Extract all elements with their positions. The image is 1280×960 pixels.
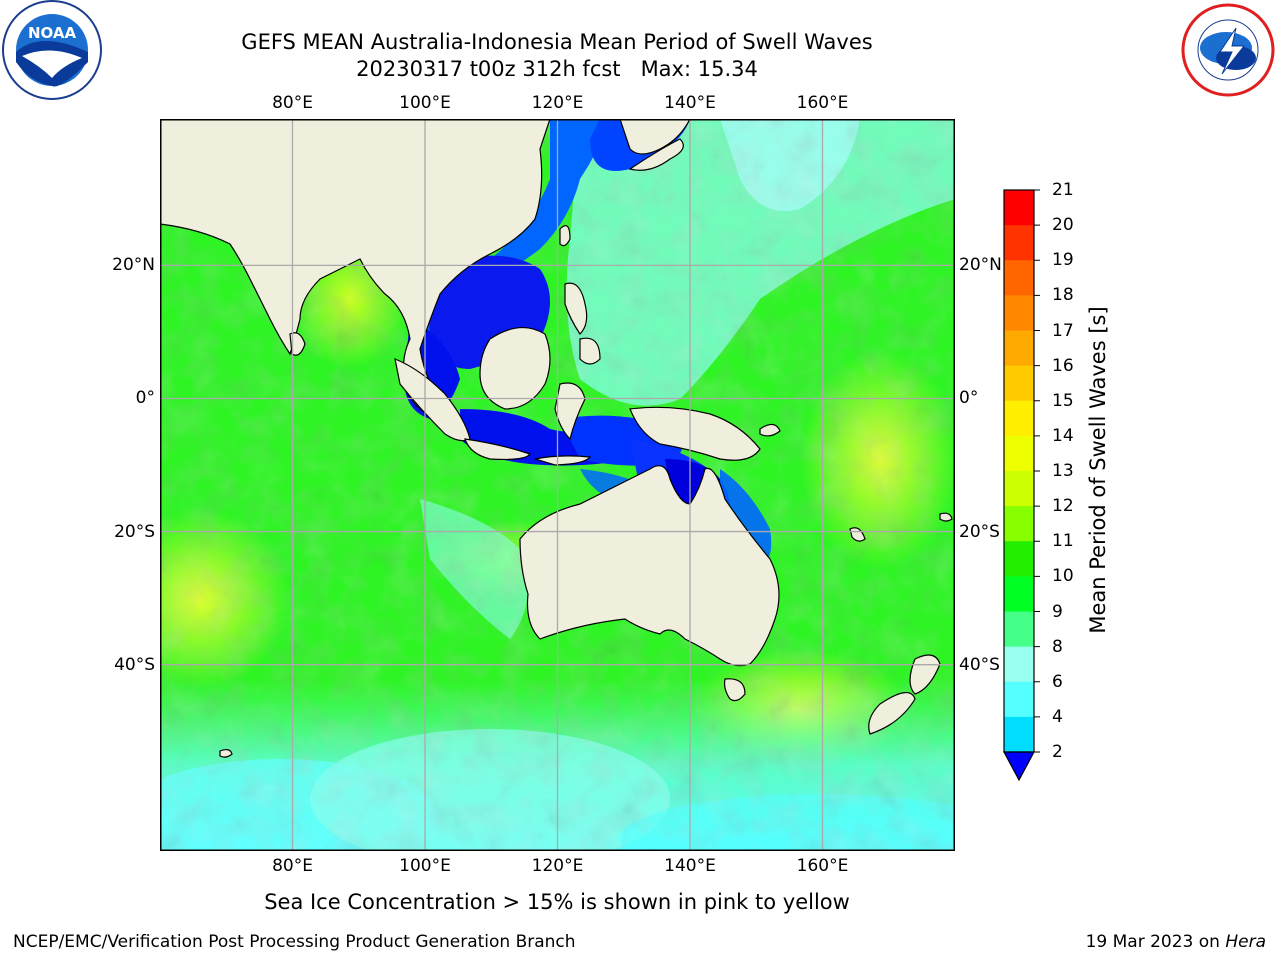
lon-tick-top: 120°E (531, 93, 584, 113)
nws-logo-icon (1181, 3, 1275, 97)
land-tasmania (723, 678, 746, 702)
figure-title: GEFS MEAN Australia-Indonesia Mean Perio… (241, 30, 873, 54)
gridlines (160, 119, 955, 851)
colorbar-segment (1004, 716, 1034, 753)
colorbar-level-label: 17 (1052, 320, 1074, 341)
land-fiji (939, 512, 953, 522)
lat-tick-right: 0° (959, 388, 979, 409)
land-lesser-sunda (534, 455, 592, 466)
noaa-logo-icon: NOAA (2, 0, 102, 100)
run-date-text: 19 Mar 2023 on (1085, 932, 1226, 952)
colorbar-level-label: 15 (1052, 390, 1074, 411)
lon-tick-top: 160°E (796, 93, 849, 113)
colorbar-level-label: 12 (1052, 496, 1074, 517)
colorbar-segment (1004, 260, 1034, 296)
colorbar-segment (1004, 541, 1034, 577)
colorbar-level-label: 14 (1052, 425, 1074, 446)
land-sulawesi (554, 382, 586, 441)
land (160, 119, 953, 758)
run-host: Hera (1225, 932, 1266, 952)
lon-tick-bottom: 140°E (664, 856, 716, 876)
lon-tick-bottom: 160°E (796, 856, 849, 876)
land-sri-lanka (289, 332, 306, 356)
lat-tick-left: 0° (135, 388, 155, 409)
colorbar-level-label: 9 (1052, 601, 1063, 622)
colorbar-level-label: 4 (1052, 706, 1063, 727)
lat-tick-left: 20°N (112, 255, 155, 276)
colorbar-level-label: 6 (1052, 671, 1063, 692)
figure-subtitle: 20230317 t00z 312h fcst Max: 15.34 (356, 57, 758, 81)
colorbar-segment (1004, 400, 1034, 437)
lon-tick-bottom: 120°E (531, 856, 584, 876)
land-korea (619, 119, 691, 155)
lat-tick-right: 20°N (959, 255, 1002, 276)
land-japan (628, 138, 684, 171)
colorbar-segment (1004, 365, 1034, 402)
colorbar-segment (1004, 190, 1034, 226)
land-asia (160, 119, 551, 420)
colorbar (1002, 189, 1040, 782)
colorbar-level-label: 16 (1052, 355, 1074, 376)
colorbar-level-label: 2 (1052, 742, 1063, 762)
colorbar-level-label: 8 (1052, 636, 1063, 657)
lon-tick-top: 140°E (664, 93, 716, 113)
lon-tick-top: 80°E (272, 93, 313, 113)
producer-credit: NCEP/EMC/Verification Post Processing Pr… (13, 932, 576, 952)
colorbar-segment (1004, 225, 1034, 261)
colorbar-segment (1004, 471, 1034, 507)
lon-tick-top: 100°E (399, 93, 451, 113)
sea-ice-note: Sea Ice Concentration > 15% is shown in … (264, 890, 850, 914)
land-sumatra (394, 358, 471, 442)
colorbar-level-label: 21 (1052, 180, 1074, 200)
land-kerguelen (219, 748, 233, 758)
lon-tick-bottom: 80°E (272, 856, 313, 876)
colorbar-extend-triangle (1002, 751, 1036, 782)
land-nz-south (868, 692, 916, 735)
colorbar-level-label: 13 (1052, 461, 1074, 481)
svg-text:NOAA: NOAA (28, 24, 77, 42)
land-new-guinea (629, 406, 761, 461)
land-taiwan (559, 225, 571, 247)
colorbar-segment (1004, 576, 1034, 612)
land-borneo (479, 327, 551, 410)
colorbar-segment (1004, 330, 1034, 367)
lat-tick-left: 20°S (114, 521, 155, 542)
land-java (464, 438, 531, 461)
colorbar-level-label: 20 (1052, 215, 1074, 236)
run-date: 19 Mar 2023 on Hera (1086, 932, 1266, 952)
colorbar-level-label: 19 (1052, 250, 1074, 271)
lat-tick-right: 20°S (959, 521, 1000, 542)
colorbar-segment (1004, 295, 1034, 331)
colorbar-level-label: 18 (1052, 285, 1074, 306)
colorbar-segment (1004, 646, 1034, 683)
land-solomon (759, 423, 781, 437)
land-australia (519, 465, 780, 667)
lat-tick-left: 40°S (114, 654, 155, 675)
colorbar-level-label: 10 (1052, 566, 1074, 587)
colorbar-level-label: 11 (1052, 531, 1074, 552)
lat-tick-right: 40°S (959, 654, 1000, 675)
land-philippines-south (579, 337, 601, 365)
colorbar-segment (1004, 611, 1034, 648)
land-philippines-north (564, 282, 588, 335)
swell-period-map (160, 119, 955, 851)
colorbar-segment (1004, 681, 1034, 718)
lon-tick-bottom: 100°E (399, 856, 451, 876)
map-frame (160, 119, 955, 851)
colorbar-segment (1004, 435, 1034, 472)
colorbar-segment (1004, 506, 1034, 542)
colorbar-title: Mean Period of Swell Waves [s] (1086, 306, 1110, 634)
